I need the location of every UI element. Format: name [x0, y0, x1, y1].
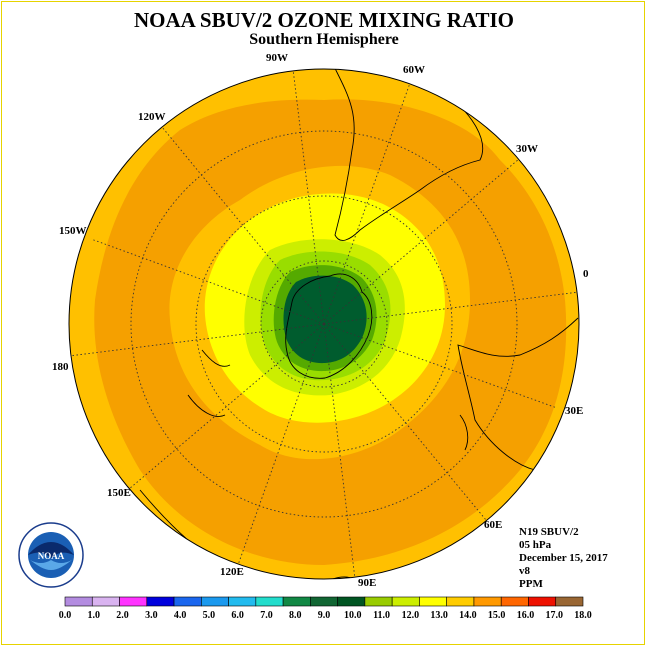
ozone-band-9-10 — [283, 275, 367, 364]
colorbar-swatch — [255, 596, 284, 607]
info-block: N19 SBUV/2 05 hPa December 15, 2017 v8 P… — [519, 526, 608, 591]
colorbar-swatch — [228, 596, 257, 607]
logo-word: NOAA — [38, 551, 65, 561]
colorbar-swatch — [337, 596, 366, 607]
globe-outline — [68, 68, 580, 580]
colorbar-tick-label: 6.0 — [231, 610, 244, 621]
lon-label-150e: 150E — [107, 487, 131, 499]
lon-label-180: 180 — [52, 361, 69, 373]
colorbar-swatch — [555, 596, 584, 607]
info-version: v8 — [519, 565, 530, 577]
colorbar-tick-label: 18.0 — [574, 610, 592, 621]
madagascar-coast — [459, 414, 469, 451]
colorbar-swatch — [119, 596, 148, 607]
colorbar-tick-label: 12.0 — [402, 610, 420, 621]
africa-coast — [457, 317, 579, 471]
page-subtitle: Southern Hemisphere — [249, 31, 399, 48]
colorbar-tick-label: 13.0 — [430, 610, 448, 621]
colorbar-swatch — [364, 596, 393, 607]
info-units: PPM — [519, 578, 543, 590]
noaa-logo: NOAA — [18, 522, 84, 588]
colorbar-swatch — [173, 596, 202, 607]
colorbar: 0.0 1.0 2.0 3.0 4.0 5.0 6.0 7.0 8.0 9.0 10.0 11.0 12… — [59, 596, 592, 621]
colorbar-tick-label: 1.0 — [88, 610, 101, 621]
colorbar-tick-label: 7.0 — [260, 610, 273, 621]
colorbar-swatch — [201, 596, 229, 607]
south-america-coast — [329, 69, 484, 241]
lon-label-60w: 60W — [403, 64, 425, 76]
colorbar-swatch — [282, 596, 311, 607]
colorbar-tick-label: 14.0 — [459, 610, 477, 621]
info-instrument: N19 SBUV/2 — [519, 526, 579, 538]
lon-label-30e: 30E — [565, 405, 583, 417]
colorbar-swatch — [446, 596, 475, 607]
info-level: 05 hPa — [519, 539, 552, 551]
colorbar-tick-label: 9.0 — [318, 610, 331, 621]
colorbar-swatch — [146, 596, 175, 607]
noaa-logo-icon: NOAA — [18, 522, 84, 588]
new-zealand-coast — [187, 349, 231, 417]
colorbar-tick-label: 3.0 — [145, 610, 158, 621]
colorbar-tick-label: 4.0 — [174, 610, 187, 621]
colorbar-swatch — [528, 596, 557, 607]
colorbar-tick-label: 10.0 — [344, 610, 362, 621]
graticule — [69, 69, 579, 579]
lon-label-120w: 120W — [138, 111, 166, 123]
longitude-labels: 0 30E 60E 90E 120E 150E 180 150W 120W 90… — [52, 52, 589, 589]
colorbar-tick-label: 5.0 — [203, 610, 216, 621]
colorbar-tick-label: 2.0 — [116, 610, 129, 621]
colorbar-swatch — [473, 596, 502, 607]
colorbar-swatch — [91, 596, 120, 607]
colorbar-tick-label: 11.0 — [373, 610, 390, 621]
lon-label-120e: 120E — [220, 566, 244, 578]
lon-label-30w: 30W — [516, 143, 538, 155]
colorbar-tick-label: 17.0 — [545, 610, 563, 621]
colorbar-tick-label: 8.0 — [289, 610, 302, 621]
lon-label-0: 0 — [583, 268, 589, 280]
lon-label-90w: 90W — [266, 52, 288, 64]
colorbar-swatch — [64, 596, 93, 607]
colorbar-swatch — [310, 596, 338, 607]
colorbar-swatch — [419, 596, 447, 607]
lon-label-90e: 90E — [358, 577, 376, 589]
page-title: NOAA SBUV/2 OZONE MIXING RATIO — [134, 8, 514, 32]
colorbar-swatch — [500, 596, 529, 607]
antarctica-coast — [285, 273, 373, 379]
colorbar-tick-label: 0.0 — [59, 610, 72, 621]
lon-label-150w: 150W — [59, 225, 87, 237]
info-date: December 15, 2017 — [519, 552, 608, 564]
lon-label-60e: 60E — [484, 519, 502, 531]
colorbar-tick-label: 16.0 — [517, 610, 535, 621]
colorbar-tick-label: 15.0 — [488, 610, 506, 621]
colorbar-swatch — [391, 596, 420, 607]
